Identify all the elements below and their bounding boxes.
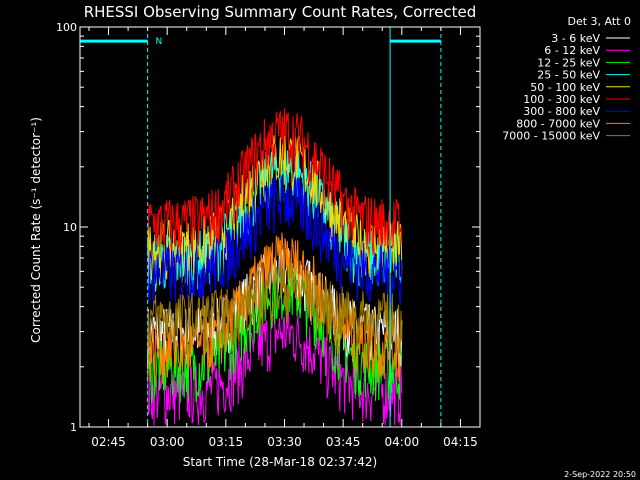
x-tick-label-0: 02:45	[91, 435, 126, 449]
legend-label-7: 300 - 800 keV	[523, 105, 600, 118]
legend-label-5: 50 - 100 keV	[530, 81, 600, 94]
legend-title: Det 3, Att 0	[568, 15, 632, 28]
legend-label-6: 100 - 300 keV	[523, 93, 600, 106]
x-tick-label-5: 04:00	[385, 435, 420, 449]
y-tick-label-1: 10	[63, 221, 77, 234]
legend-label-1: 3 - 6 keV	[551, 32, 600, 45]
legend-label-8: 800 - 7000 keV	[516, 117, 600, 130]
x-axis-label: Start Time (28-Mar-18 02:37:42)	[183, 455, 377, 469]
series-line-9	[147, 262, 403, 356]
x-tick-label-1: 03:00	[150, 435, 185, 449]
y-axis-label: Corrected Count Rate (s⁻¹ detector⁻¹)	[29, 117, 43, 343]
legend-label-9: 7000 - 15000 keV	[502, 130, 600, 143]
y-tick-label-0: 1	[70, 421, 77, 434]
series-line-7	[147, 174, 403, 307]
x-tick-label-3: 03:30	[267, 435, 302, 449]
plot-layer: N 1 10 100 02:45 03:00 03:15 03:30 03:45 04:00 04:…	[56, 21, 630, 449]
legend-label-4: 25 - 50 keV	[537, 69, 600, 82]
x-tick-label-2: 03:15	[209, 435, 244, 449]
annotation-label-n: N	[155, 37, 162, 47]
legend-label-2: 6 - 12 keV	[544, 44, 600, 57]
chart-title: RHESSI Observing Summary Count Rates, Co…	[84, 3, 477, 21]
x-tick-label-4: 03:45	[326, 435, 361, 449]
legend-label-3: 12 - 25 keV	[537, 56, 600, 69]
y-tick-label-2: 100	[56, 21, 77, 34]
footer-date: 2-Sep-2022 20:50	[564, 470, 636, 479]
series-line-6	[147, 108, 403, 260]
plot-frame	[79, 26, 481, 428]
x-tick-label-6: 04:15	[443, 435, 478, 449]
